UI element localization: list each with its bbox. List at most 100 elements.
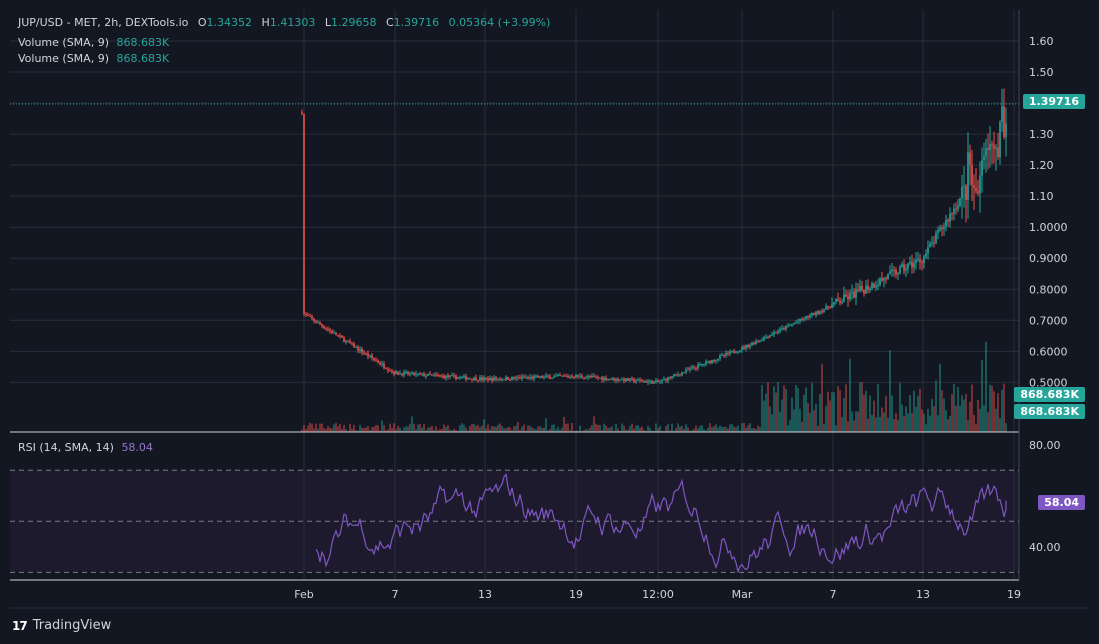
candle-body bbox=[649, 380, 651, 382]
candle-body bbox=[571, 376, 573, 378]
volume-bar bbox=[321, 423, 323, 432]
volume-bar bbox=[891, 395, 893, 432]
volume-bar bbox=[393, 423, 395, 432]
tradingview-branding[interactable]: 17 TradingView bbox=[12, 618, 111, 633]
volume-bar bbox=[463, 424, 465, 432]
candle-body bbox=[529, 376, 531, 378]
volume-bar bbox=[783, 385, 785, 432]
candle-body bbox=[875, 285, 877, 288]
candle-body bbox=[769, 335, 771, 338]
x-tick-label: 19 bbox=[1007, 588, 1021, 601]
price-tick-label: 1.10 bbox=[1029, 190, 1054, 203]
volume-bar bbox=[359, 424, 361, 432]
volume-bar bbox=[449, 429, 451, 432]
volume-bar bbox=[955, 405, 957, 432]
candle-body bbox=[953, 208, 955, 214]
volume-bar bbox=[315, 423, 317, 432]
volume-legend-2[interactable]: Volume (SMA, 9) 868.683K bbox=[18, 52, 169, 65]
candle-body bbox=[313, 318, 315, 322]
volume-bar bbox=[1003, 383, 1005, 432]
volume-bar bbox=[871, 414, 873, 432]
volume-bar bbox=[547, 430, 549, 432]
candle-body bbox=[641, 380, 643, 382]
volume-bar bbox=[329, 427, 331, 432]
candle-body bbox=[789, 325, 791, 327]
volume-bar bbox=[873, 400, 875, 432]
volume-bar bbox=[899, 383, 901, 432]
candle-body bbox=[669, 376, 671, 379]
volume-bar bbox=[613, 430, 615, 432]
candle-body bbox=[915, 259, 917, 263]
candle-body bbox=[883, 277, 885, 281]
candle-body bbox=[509, 379, 511, 381]
volume-bar bbox=[331, 428, 333, 432]
volume-bar bbox=[857, 411, 859, 432]
volume-badge-2: 868.683K bbox=[1014, 404, 1085, 419]
candle-body bbox=[757, 341, 759, 343]
volume-bar bbox=[373, 426, 375, 432]
candle-body bbox=[583, 377, 585, 379]
candle-body bbox=[399, 373, 401, 375]
candle-body bbox=[639, 379, 641, 381]
volume-bar bbox=[943, 398, 945, 432]
candle-body bbox=[543, 376, 545, 378]
x-tick-label: 13 bbox=[916, 588, 930, 601]
volume-bar bbox=[759, 427, 761, 432]
candle-body bbox=[483, 377, 485, 380]
volume-bar bbox=[721, 426, 723, 432]
price-tick-label: 1.50 bbox=[1029, 66, 1054, 79]
volume-bar bbox=[867, 418, 869, 432]
candle-body bbox=[827, 306, 829, 308]
volume-bar bbox=[349, 423, 351, 432]
candle-body bbox=[311, 316, 313, 319]
candle-body bbox=[939, 227, 941, 231]
candle-body bbox=[923, 256, 925, 263]
volume-bar bbox=[553, 424, 555, 432]
volume-bar bbox=[643, 429, 645, 432]
volume-bar bbox=[361, 427, 363, 432]
volume-bar bbox=[885, 396, 887, 432]
candle-body bbox=[655, 380, 657, 382]
candle-body bbox=[831, 304, 833, 308]
candle-body bbox=[395, 371, 397, 375]
volume-bar bbox=[563, 416, 565, 432]
candle-body bbox=[725, 353, 727, 356]
candle-body bbox=[351, 343, 353, 345]
candle-body bbox=[421, 373, 423, 375]
volume-bar bbox=[539, 426, 541, 432]
candle-body bbox=[383, 363, 385, 368]
volume-legend-1[interactable]: Volume (SMA, 9) 868.683K bbox=[18, 36, 169, 49]
candle-body bbox=[525, 377, 527, 379]
volume-bar bbox=[341, 429, 343, 432]
x-tick-label: 19 bbox=[569, 588, 583, 601]
candle-body bbox=[497, 378, 499, 380]
candle-body bbox=[699, 364, 701, 366]
candle-body bbox=[325, 328, 327, 330]
candle-body bbox=[335, 332, 337, 336]
candle-body bbox=[733, 350, 735, 353]
candle-body bbox=[829, 307, 831, 309]
candle-body bbox=[905, 268, 907, 271]
volume-bar bbox=[305, 429, 307, 432]
candle-body bbox=[465, 376, 467, 380]
rsi-legend[interactable]: RSI (14, SMA, 14) 58.04 bbox=[18, 441, 153, 454]
volume-bar bbox=[541, 428, 543, 432]
volume-bar bbox=[945, 410, 947, 432]
candle-body bbox=[303, 114, 305, 314]
volume-bar bbox=[581, 430, 583, 432]
candle-body bbox=[925, 253, 927, 257]
volume-bar bbox=[645, 430, 647, 432]
candle-body bbox=[617, 378, 619, 381]
volume-bar bbox=[423, 423, 425, 432]
volume-bar bbox=[623, 425, 625, 432]
volume-bar bbox=[399, 427, 401, 432]
candle-body bbox=[997, 147, 999, 158]
volume-bar bbox=[493, 426, 495, 432]
candle-body bbox=[937, 230, 939, 233]
volume-bar bbox=[475, 425, 477, 432]
volume-bar bbox=[999, 418, 1001, 432]
volume-bar bbox=[727, 428, 729, 432]
volume-bar bbox=[485, 428, 487, 432]
